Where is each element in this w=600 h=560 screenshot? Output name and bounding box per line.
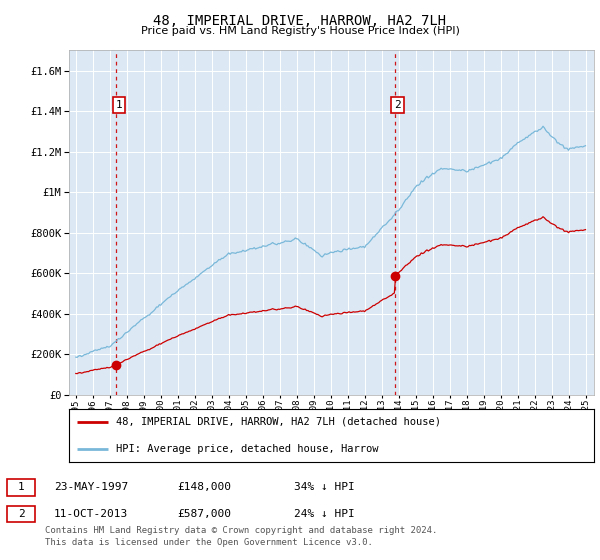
Text: HPI: Average price, detached house, Harrow: HPI: Average price, detached house, Harr… xyxy=(116,444,379,454)
Text: £148,000: £148,000 xyxy=(177,482,231,492)
Text: £587,000: £587,000 xyxy=(177,509,231,519)
Text: Contains HM Land Registry data © Crown copyright and database right 2024.: Contains HM Land Registry data © Crown c… xyxy=(45,526,437,535)
Text: 24% ↓ HPI: 24% ↓ HPI xyxy=(294,509,355,519)
Text: Price paid vs. HM Land Registry's House Price Index (HPI): Price paid vs. HM Land Registry's House … xyxy=(140,26,460,36)
Text: 48, IMPERIAL DRIVE, HARROW, HA2 7LH (detached house): 48, IMPERIAL DRIVE, HARROW, HA2 7LH (det… xyxy=(116,417,441,427)
Text: 48, IMPERIAL DRIVE, HARROW, HA2 7LH: 48, IMPERIAL DRIVE, HARROW, HA2 7LH xyxy=(154,14,446,28)
Text: 11-OCT-2013: 11-OCT-2013 xyxy=(54,509,128,519)
Text: 2: 2 xyxy=(394,100,401,110)
Text: 1: 1 xyxy=(115,100,122,110)
Text: This data is licensed under the Open Government Licence v3.0.: This data is licensed under the Open Gov… xyxy=(45,538,373,547)
Text: 34% ↓ HPI: 34% ↓ HPI xyxy=(294,482,355,492)
Text: 23-MAY-1997: 23-MAY-1997 xyxy=(54,482,128,492)
Text: 1: 1 xyxy=(17,482,25,492)
Text: 2: 2 xyxy=(17,509,25,519)
